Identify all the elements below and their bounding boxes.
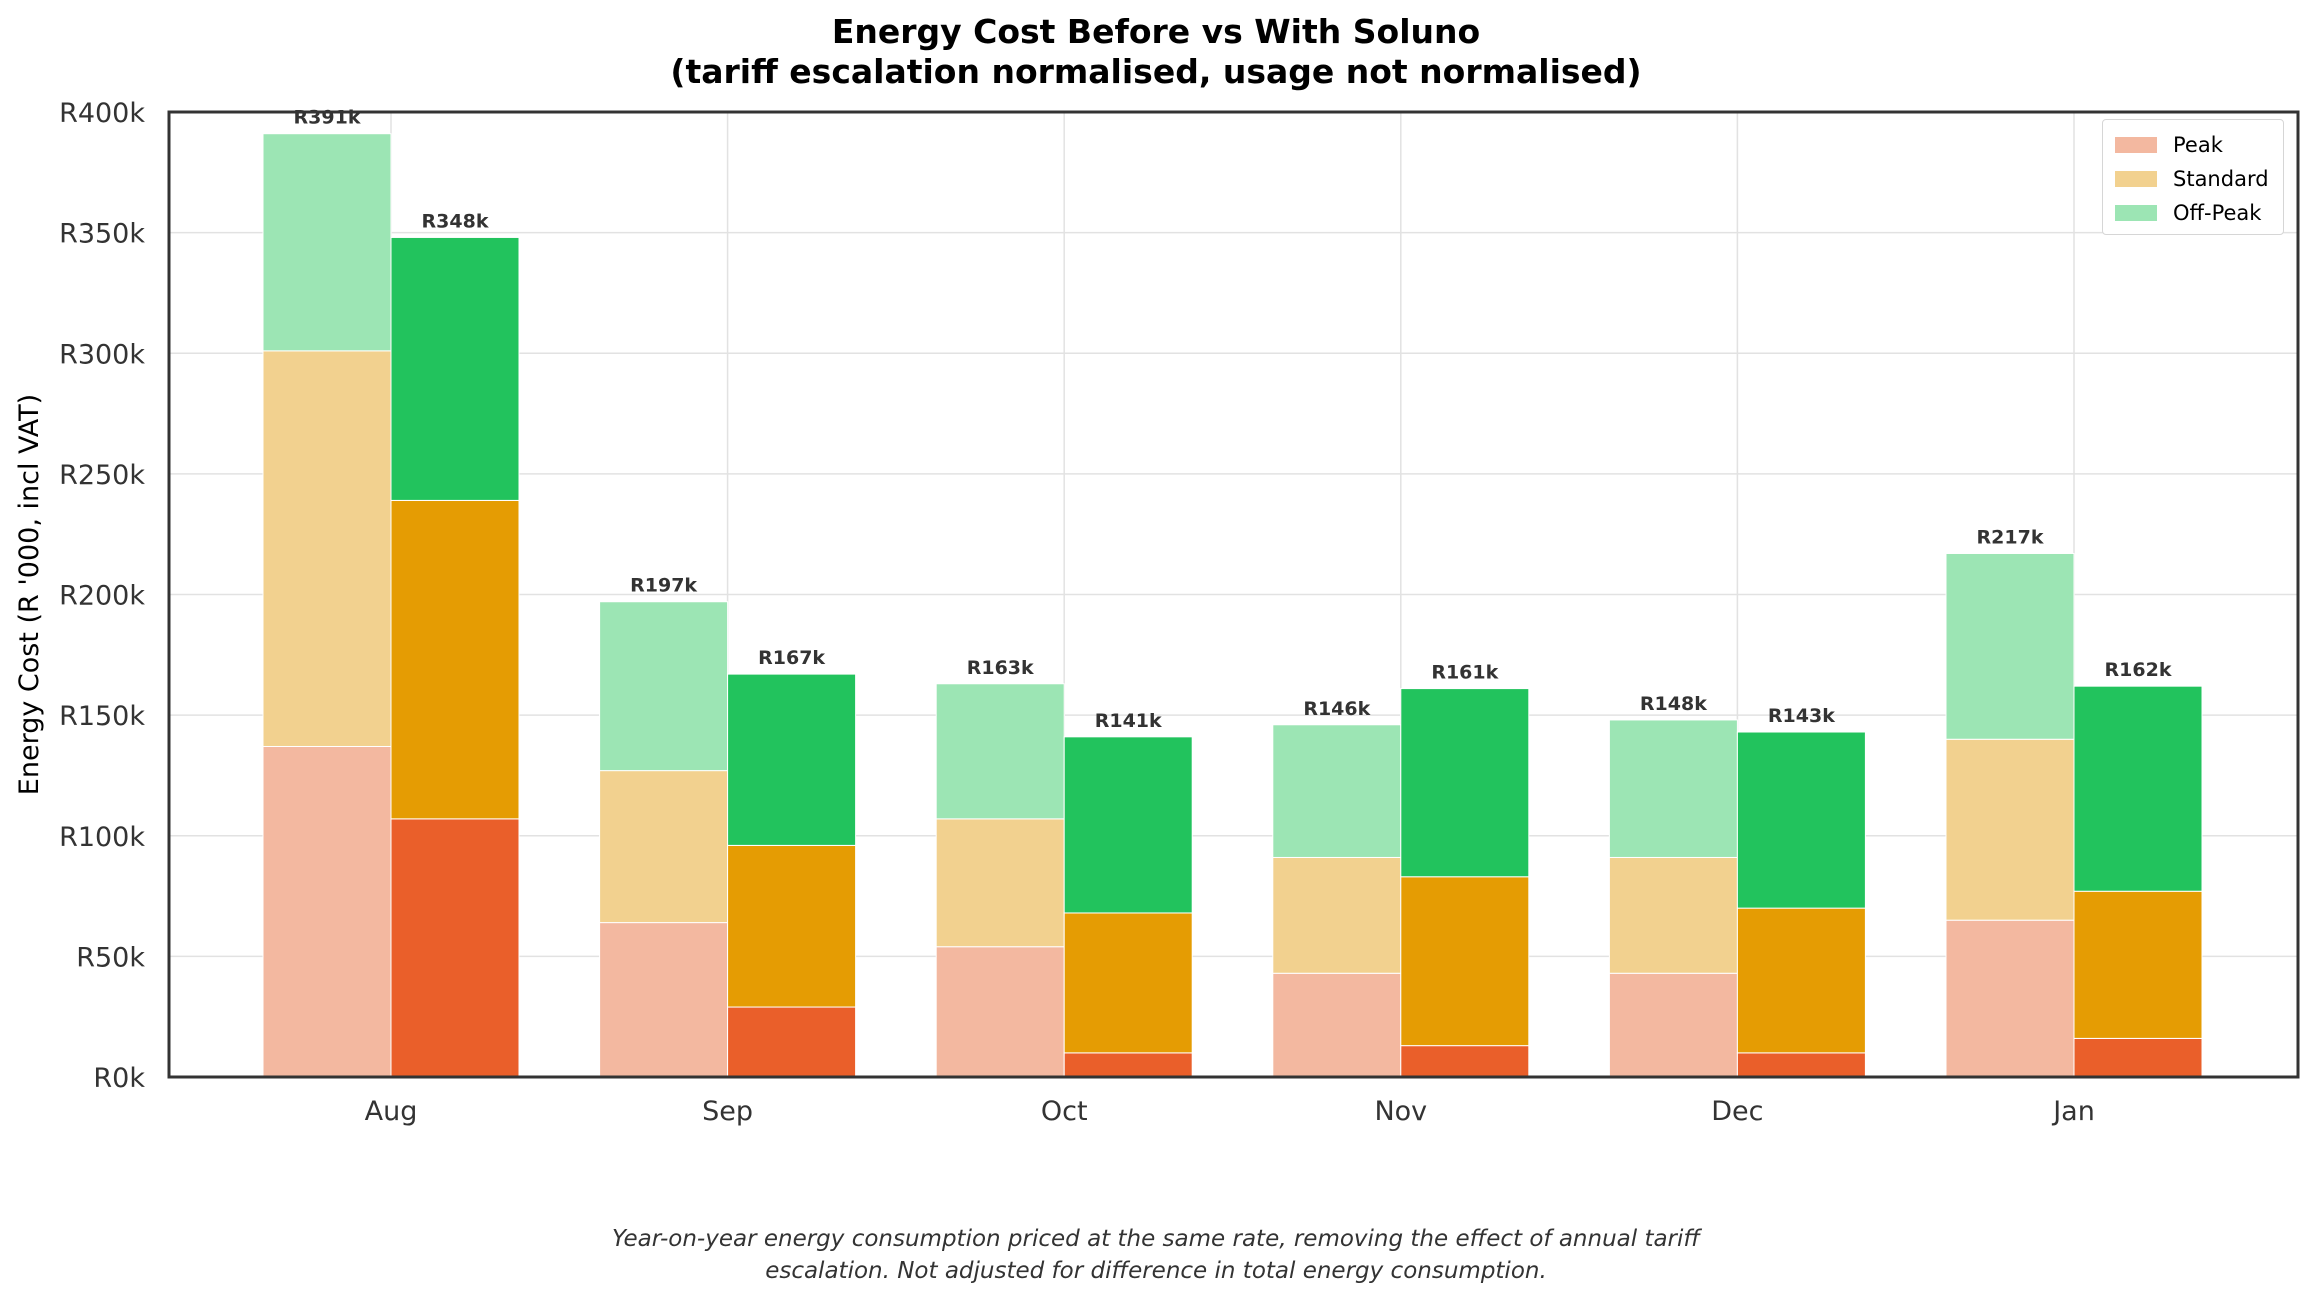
legend-label-standard: Standard xyxy=(2173,167,2269,191)
bar-offpeak-with-oct xyxy=(1063,736,1193,914)
bar-standard-before-aug xyxy=(262,350,392,747)
bar-peak-with-dec xyxy=(1736,1052,1866,1078)
y-tick-label: R0k xyxy=(93,1063,145,1094)
bar-offpeak-before-dec xyxy=(1608,719,1738,858)
y-tick-label: R400k xyxy=(59,98,145,129)
bar-peak-before-oct xyxy=(935,946,1065,1078)
bar-standard-before-nov xyxy=(1272,856,1402,974)
data-label-total: R162k xyxy=(2105,659,2172,681)
data-label-total: R167k xyxy=(758,647,825,669)
bar-peak-before-sep xyxy=(599,922,729,1078)
bar-offpeak-before-sep xyxy=(599,601,729,772)
legend-item-peak: Peak xyxy=(2115,130,2223,160)
data-label-total: R148k xyxy=(1640,693,1707,715)
bar-offpeak-with-aug xyxy=(390,236,520,501)
x-tick-label: Dec xyxy=(1711,1096,1763,1127)
data-label-total: R141k xyxy=(1095,710,1162,732)
chart-title: Energy Cost Before vs With Soluno xyxy=(831,12,1481,51)
data-label-total: R348k xyxy=(422,210,489,232)
bar-standard-with-jan xyxy=(2073,890,2203,1039)
y-tick-label: R350k xyxy=(59,219,145,250)
data-label-total: R217k xyxy=(1977,526,2044,548)
bar-peak-before-dec xyxy=(1608,972,1738,1078)
legend-label-peak: Peak xyxy=(2173,133,2223,157)
y-tick-label: R100k xyxy=(59,822,145,853)
bar-standard-with-nov xyxy=(1400,876,1530,1047)
legend: Peak Standard Off-Peak xyxy=(2102,119,2284,235)
footnote-line-1: Year-on-year energy consumption priced a… xyxy=(612,1226,1700,1252)
legend-label-offpeak: Off-Peak xyxy=(2173,201,2262,225)
y-axis-label: Energy Cost (R '000, incl VAT) xyxy=(14,394,45,795)
bar-peak-before-jan xyxy=(1945,919,2075,1078)
bar-offpeak-with-nov xyxy=(1400,688,1530,878)
y-tick-label: R300k xyxy=(59,339,145,370)
bar-offpeak-with-jan xyxy=(2073,685,2203,892)
bar-offpeak-before-nov xyxy=(1272,724,1402,858)
bar-peak-with-sep xyxy=(727,1006,857,1078)
data-label-total: R163k xyxy=(967,657,1034,679)
bar-offpeak-with-sep xyxy=(727,673,857,846)
bar-offpeak-before-jan xyxy=(1945,552,2075,740)
y-tick-label: R50k xyxy=(76,942,145,973)
x-tick-label: Sep xyxy=(702,1096,753,1127)
bar-standard-with-dec xyxy=(1736,907,1866,1054)
x-tick-label: Nov xyxy=(1374,1096,1427,1127)
bar-standard-before-oct xyxy=(935,818,1065,948)
x-tick-label: Aug xyxy=(365,1096,418,1127)
legend-swatch-offpeak xyxy=(2115,205,2157,221)
y-tick-label: R150k xyxy=(59,701,145,732)
bar-standard-with-aug xyxy=(390,499,520,820)
data-label-total: R146k xyxy=(1303,698,1370,720)
bar-standard-before-jan xyxy=(1945,738,2075,921)
data-label-total: R161k xyxy=(1431,662,1498,684)
legend-swatch-peak xyxy=(2115,137,2157,153)
bar-offpeak-before-oct xyxy=(935,683,1065,820)
legend-swatch-standard xyxy=(2115,171,2157,187)
bar-peak-before-nov xyxy=(1272,972,1402,1078)
data-label-total: R143k xyxy=(1768,705,1835,727)
bar-peak-with-nov xyxy=(1400,1045,1530,1078)
bar-standard-with-oct xyxy=(1063,912,1193,1054)
chart-subtitle: (tariff escalation normalised, usage not… xyxy=(670,52,1642,91)
bar-peak-with-oct xyxy=(1063,1052,1193,1078)
plot-frame xyxy=(167,110,2300,1079)
bar-standard-before-sep xyxy=(599,770,729,924)
y-tick-label: R200k xyxy=(59,581,145,612)
bar-peak-with-aug xyxy=(390,818,520,1078)
x-tick-label: Jan xyxy=(2051,1096,2095,1127)
x-tick-label: Oct xyxy=(1041,1096,1088,1127)
legend-item-offpeak: Off-Peak xyxy=(2115,198,2261,228)
data-label-total: R197k xyxy=(630,575,697,597)
bar-standard-before-dec xyxy=(1608,856,1738,974)
bar-peak-before-aug xyxy=(262,745,392,1078)
y-tick-label: R250k xyxy=(59,460,145,491)
footnote-line-2: escalation. Not adjusted for difference … xyxy=(765,1258,1547,1284)
bar-offpeak-before-aug xyxy=(262,133,392,352)
bar-peak-with-jan xyxy=(2073,1037,2203,1078)
data-label-total: R391k xyxy=(294,107,361,129)
legend-item-standard: Standard xyxy=(2115,164,2269,194)
bar-standard-with-sep xyxy=(727,844,857,1008)
bar-offpeak-with-dec xyxy=(1736,731,1866,909)
